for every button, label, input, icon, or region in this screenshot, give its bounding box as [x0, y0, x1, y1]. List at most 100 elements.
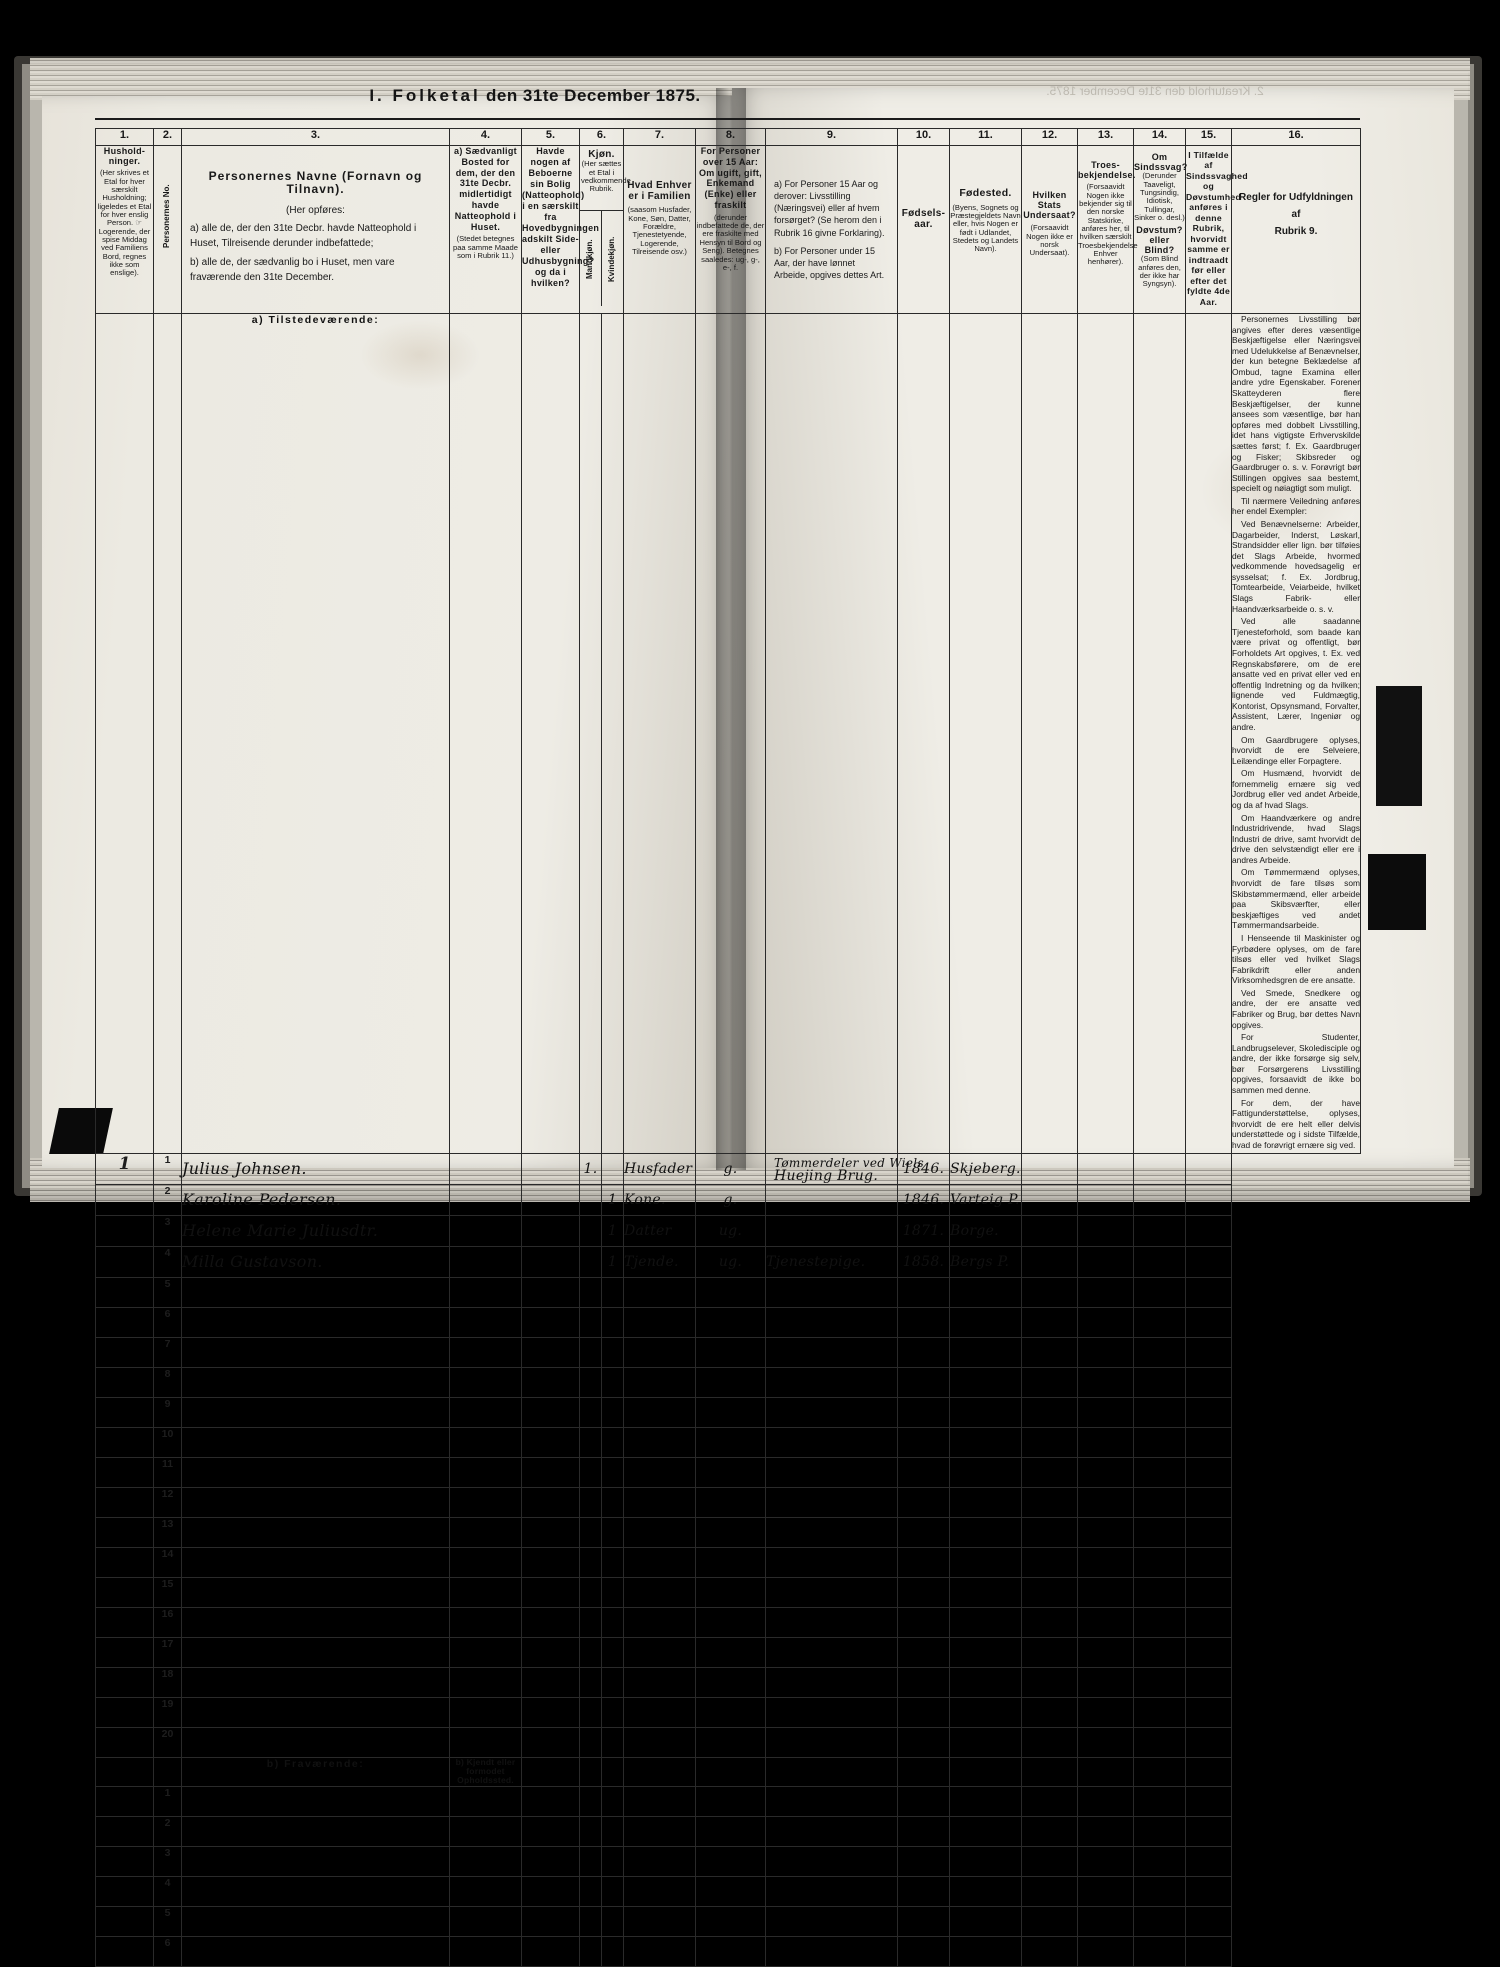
cell-family-position	[623, 1875, 696, 1907]
cell-citizenship	[1021, 1546, 1078, 1578]
cell-sex-female	[601, 1366, 624, 1398]
cell-name: Milla Gustavson.	[181, 1245, 450, 1278]
cell-name: Karoline Pedersen.	[181, 1183, 450, 1216]
cell-citizenship	[1021, 1456, 1078, 1488]
present-blank-6m	[579, 313, 602, 1154]
cell-occupation	[765, 1726, 898, 1758]
header-names: Personernes Navne (Fornavn og Tilnavn). …	[181, 145, 450, 314]
cell-marital-status	[695, 1516, 766, 1548]
header-birth-place: Fødested. (Byens, Sognets og Præstegjeld…	[949, 145, 1022, 314]
cell-marital-status	[695, 1875, 766, 1907]
cell-occupation	[765, 1214, 898, 1247]
table-row: 7	[95, 1336, 1361, 1368]
cell-name	[181, 1276, 450, 1308]
cell-disability	[1133, 1214, 1186, 1247]
header-person-no: Personernes No.	[153, 145, 182, 314]
cell-name	[181, 1366, 450, 1398]
cell-household: 1	[95, 1152, 154, 1185]
absent-blank-14	[1133, 1756, 1186, 1787]
cell-religion	[1077, 1336, 1134, 1368]
cell-occupation	[765, 1935, 898, 1967]
cell-citizenship	[1021, 1396, 1078, 1428]
absent-blank-5	[521, 1756, 580, 1787]
cell-outbuilding	[521, 1366, 580, 1398]
absent-blank-6f	[601, 1756, 624, 1787]
cell-outbuilding	[521, 1726, 580, 1758]
cell-outbuilding	[521, 1576, 580, 1608]
cell-name	[181, 1696, 450, 1728]
header-sex-male-label: Mandkjøn.	[585, 238, 595, 279]
cell-sex-female	[601, 1546, 624, 1578]
cell-marital-status	[695, 1426, 766, 1458]
cell-household	[95, 1183, 154, 1216]
cell-disability	[1133, 1666, 1186, 1698]
cell-name	[181, 1486, 450, 1518]
cell-occupation	[765, 1516, 898, 1548]
cell-household	[95, 1905, 154, 1937]
header-rules-line3: Rubrik 9.	[1274, 226, 1318, 238]
cell-disability	[1133, 1245, 1186, 1278]
cell-sex-female	[601, 1905, 624, 1937]
header-sex-female: Kvindekjøn.	[602, 211, 623, 306]
cell-occupation	[765, 1276, 898, 1308]
cell-birth-year	[897, 1666, 950, 1698]
instruction-paragraph: Personernes Livsstilling bør angives eft…	[1232, 314, 1360, 494]
cell-person-no: 20	[153, 1726, 182, 1758]
cell-family-position: Husfader	[623, 1152, 696, 1185]
cell-citizenship	[1021, 1875, 1078, 1907]
cell-household	[95, 1516, 154, 1548]
cell-religion	[1077, 1214, 1134, 1247]
cell-occupation	[765, 1905, 898, 1937]
cell-birth-place	[949, 1306, 1022, 1338]
table-row: 6	[95, 1935, 1361, 1967]
cell-outbuilding	[521, 1606, 580, 1638]
table-row: 5	[95, 1905, 1361, 1937]
cell-sex-male	[579, 1276, 602, 1308]
cell-onset-age	[1185, 1245, 1232, 1278]
cell-sex-female	[601, 1636, 624, 1668]
cell-outbuilding	[521, 1456, 580, 1488]
cell-person-no: 8	[153, 1366, 182, 1398]
cell-outbuilding	[521, 1396, 580, 1428]
cell-outbuilding	[521, 1152, 580, 1185]
cell-birth-year	[897, 1606, 950, 1638]
cell-religion	[1077, 1935, 1134, 1967]
present-blank-6f	[601, 313, 624, 1154]
colnum-1: 1.	[95, 128, 154, 146]
cell-name	[181, 1426, 450, 1458]
cell-birth-place	[949, 1636, 1022, 1668]
cell-birth-year	[897, 1696, 950, 1728]
table-row: 14	[95, 1546, 1361, 1578]
cell-family-position	[623, 1845, 696, 1877]
cell-usual-residence	[449, 1606, 522, 1638]
present-blank-2	[153, 313, 182, 1154]
cell-outbuilding	[521, 1935, 580, 1967]
cell-person-no: 7	[153, 1336, 182, 1368]
cell-onset-age	[1185, 1276, 1232, 1308]
cell-family-position	[623, 1426, 696, 1458]
cell-disability	[1133, 1785, 1186, 1817]
cell-sex-male	[579, 1935, 602, 1967]
absent-blank-11	[949, 1756, 1022, 1787]
cell-sex-male	[579, 1546, 602, 1578]
cell-birth-place: Borge.	[949, 1214, 1022, 1247]
cell-family-position	[623, 1726, 696, 1758]
cell-citizenship	[1021, 1636, 1078, 1668]
cell-religion	[1077, 1636, 1134, 1668]
cell-sex-male	[579, 1905, 602, 1937]
cell-person-no: 13	[153, 1516, 182, 1548]
cell-family-position	[623, 1456, 696, 1488]
cell-occupation	[765, 1336, 898, 1368]
cell-onset-age	[1185, 1815, 1232, 1847]
cell-onset-age	[1185, 1516, 1232, 1548]
cell-religion	[1077, 1606, 1134, 1638]
cell-sex-female	[601, 1306, 624, 1338]
table-row: 2	[95, 1815, 1361, 1847]
cell-occupation	[765, 1576, 898, 1608]
colnum-13: 13.	[1077, 128, 1134, 146]
cell-usual-residence	[449, 1245, 522, 1278]
absent-blank-15	[1185, 1756, 1232, 1787]
header-names-title: Personernes Navne (Fornavn og Tilnavn).	[208, 169, 423, 197]
cell-sex-male	[579, 1396, 602, 1428]
cell-family-position: Kone.	[623, 1183, 696, 1216]
